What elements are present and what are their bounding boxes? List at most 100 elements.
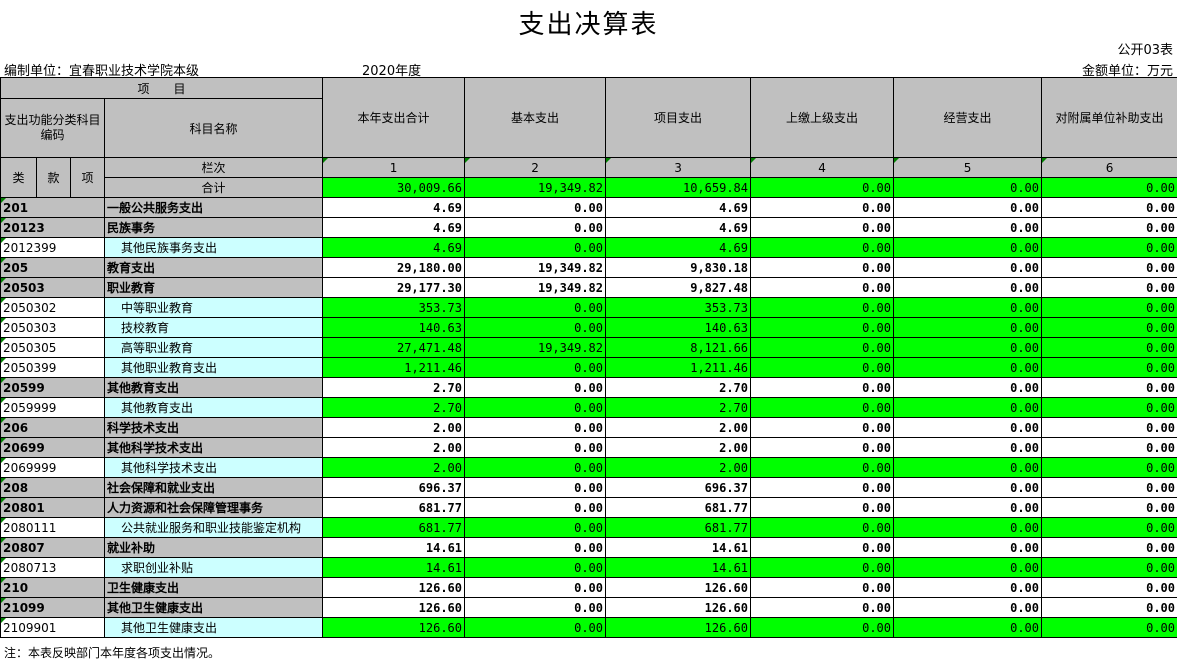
row-code: 20123: [0, 217, 105, 238]
row-value: 0.00: [893, 417, 1043, 438]
row-value: 2.00: [605, 437, 752, 458]
row-value: 0.00: [750, 437, 895, 458]
row-name: 公共就业服务和职业技能鉴定机构: [103, 517, 324, 538]
row-value: 0.00: [893, 397, 1043, 418]
row-value: 0.00: [1041, 217, 1177, 238]
row-code: 2109901: [0, 617, 105, 638]
table-row: 2050305 高等职业教育 27,471.48 19,349.82 8,121.66 0…: [0, 337, 1177, 358]
row-code: 21099: [0, 597, 105, 618]
row-value: 0.00: [1041, 517, 1177, 538]
row-value: 14.61: [605, 557, 752, 578]
row-code: 208: [0, 477, 105, 498]
row-name: 中等职业教育: [103, 297, 324, 318]
header-name: 科目名称: [103, 98, 324, 158]
row-value: 0.00: [750, 377, 895, 398]
row-name: 其他卫生健康支出: [103, 597, 324, 618]
row-value: 0.00: [464, 557, 607, 578]
row-value: 0.00: [1041, 577, 1177, 598]
row-name: 社会保障和就业支出: [103, 477, 324, 498]
col-header-3: 项目支出: [605, 77, 752, 158]
row-code: 2059999: [0, 397, 105, 418]
row-value: 681.77: [322, 497, 466, 518]
row-value: 4.69: [605, 197, 752, 218]
row-value: 0.00: [750, 317, 895, 338]
row-value: 14.61: [322, 537, 466, 558]
header-kuan: 款: [36, 157, 71, 198]
row-code: 2069999: [0, 457, 105, 478]
row-code: 2080713: [0, 557, 105, 578]
row-value: 0.00: [464, 357, 607, 378]
col-num-3: 3: [605, 157, 752, 178]
row-value: 0.00: [750, 237, 895, 258]
row-code: 2050399: [0, 357, 105, 378]
table-row: 206 科学技术支出 2.00 0.00 2.00 0.00 0.00 0.00: [0, 417, 1177, 438]
row-code: 20801: [0, 497, 105, 518]
row-name: 求职创业补贴: [103, 557, 324, 578]
table-row: 20699 其他科学技术支出 2.00 0.00 2.00 0.00 0.00 0.00: [0, 437, 1177, 458]
row-value: 0.00: [464, 477, 607, 498]
row-value: 0.00: [1041, 297, 1177, 318]
row-value: 0.00: [750, 597, 895, 618]
row-value: 9,827.48: [605, 277, 752, 298]
row-value: 0.00: [464, 457, 607, 478]
row-name: 职业教育: [103, 277, 324, 298]
row-value: 681.77: [605, 497, 752, 518]
row-value: 126.60: [605, 597, 752, 618]
row-value: 0.00: [1041, 537, 1177, 558]
row-value: 0.00: [1041, 497, 1177, 518]
row-value: 0.00: [1041, 617, 1177, 638]
row-value: 0.00: [1041, 377, 1177, 398]
header-lanci: 栏次: [103, 157, 324, 178]
row-value: 4.69: [322, 197, 466, 218]
footnote: 注：本表反映部门本年度各项支出情况。: [4, 646, 221, 660]
row-name: 其他民族事务支出: [103, 237, 324, 258]
header-xiang: 项: [70, 157, 105, 198]
row-value: 0.00: [464, 437, 607, 458]
row-value: 19,349.82: [464, 337, 607, 358]
row-value: 0.00: [750, 217, 895, 238]
total-row: 合计 30,009.66 19,349.82 10,659.84 0.00 0.…: [1, 177, 1177, 198]
row-value: 2.70: [322, 397, 466, 418]
row-value: 0.00: [893, 437, 1043, 458]
row-value: 0.00: [750, 477, 895, 498]
row-value: 140.63: [322, 317, 466, 338]
table-row: 2080111 公共就业服务和职业技能鉴定机构 681.77 0.00 681.77 0.…: [0, 517, 1177, 538]
row-value: 4.69: [605, 217, 752, 238]
row-value: 353.73: [605, 297, 752, 318]
table-row: 21099 其他卫生健康支出 126.60 0.00 126.60 0.00 0.00 0.0…: [0, 597, 1177, 618]
row-value: 1,211.46: [605, 357, 752, 378]
row-value: 696.37: [322, 477, 466, 498]
table-row: 2050303 技校教育 140.63 0.00 140.63 0.00 0.00 0.00: [0, 317, 1177, 338]
row-name: 民族事务: [103, 217, 324, 238]
row-name: 卫生健康支出: [103, 577, 324, 598]
header-code: 支出功能分类科目编码: [0, 98, 105, 158]
row-value: 0.00: [1041, 437, 1177, 458]
row-code: 20699: [0, 437, 105, 458]
row-value: 0.00: [750, 497, 895, 518]
row-value: 0.00: [750, 397, 895, 418]
row-name: 就业补助: [103, 537, 324, 558]
table-row: 20123 民族事务 4.69 0.00 4.69 0.00 0.00 0.00: [0, 217, 1177, 238]
row-value: 0.00: [1041, 257, 1177, 278]
col-num-5: 5: [893, 157, 1043, 178]
row-code: 2050305: [0, 337, 105, 358]
row-value: 126.60: [605, 577, 752, 598]
col-header-6: 对附属单位补助支出: [1041, 77, 1177, 158]
row-name: 一般公共服务支出: [103, 197, 324, 218]
col-num-2: 2: [464, 157, 607, 178]
row-code: 210: [0, 577, 105, 598]
row-value: 0.00: [893, 257, 1043, 278]
row-value: 0.00: [893, 217, 1043, 238]
row-value: 0.00: [750, 617, 895, 638]
row-value: 140.63: [605, 317, 752, 338]
row-value: 0.00: [1041, 317, 1177, 338]
row-value: 0.00: [464, 317, 607, 338]
row-value: 0.00: [893, 237, 1043, 258]
row-name: 高等职业教育: [103, 337, 324, 358]
row-value: 29,177.30: [322, 277, 466, 298]
page-title: 支出决算表: [518, 10, 659, 40]
row-value: 126.60: [322, 617, 466, 638]
row-value: 0.00: [464, 197, 607, 218]
row-value: 0.00: [893, 357, 1043, 378]
row-value: 9,830.18: [605, 257, 752, 278]
